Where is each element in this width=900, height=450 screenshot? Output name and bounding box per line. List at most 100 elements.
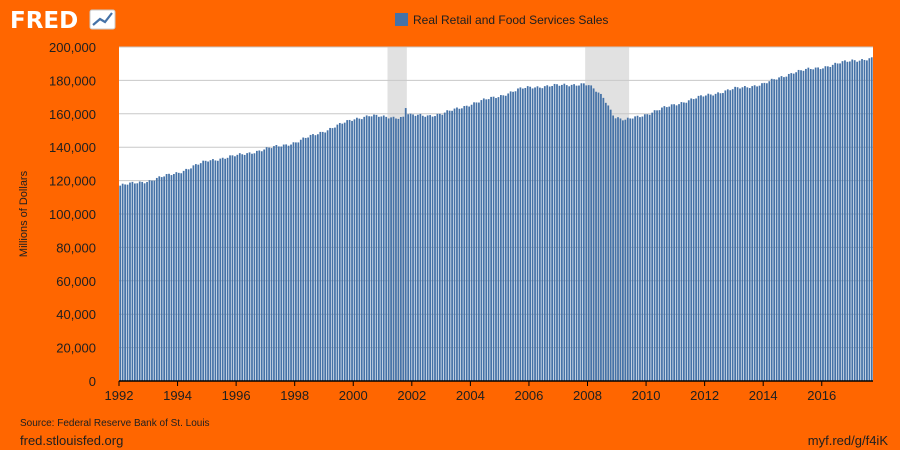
trend-chart-icon [89,9,116,30]
bar [775,79,778,381]
bar [453,108,456,381]
bar [590,85,593,381]
bar [680,102,683,381]
bar [500,95,502,382]
y-tick-label: 0 [89,374,96,389]
bar [548,86,551,381]
bar [460,108,463,381]
bar [451,110,453,382]
bar [541,88,544,382]
bar [519,87,522,382]
bar [148,180,151,381]
bar [319,131,322,381]
site-link[interactable]: fred.stlouisfed.org [20,433,123,448]
bar [336,124,339,382]
bar [263,149,266,381]
bar [573,84,575,382]
bar [604,102,607,381]
bar [492,96,495,381]
bar [704,95,707,381]
bar [160,177,163,381]
bar [439,113,441,382]
bar [585,85,588,382]
y-tick-label: 160,000 [49,107,96,122]
bar [692,99,695,381]
bar [717,92,719,381]
x-tick-label: 2004 [456,388,485,403]
bar [561,84,563,382]
bar [170,175,173,381]
bar [202,160,205,381]
bar [765,83,768,381]
x-tick-label: 1994 [163,388,192,403]
bar [819,69,822,381]
bar [568,86,571,381]
bar [602,97,605,382]
bar [177,172,180,381]
bar [273,146,275,381]
bar [353,119,356,381]
bar [334,127,336,381]
legend-swatch [395,13,408,26]
bar [790,73,793,382]
bar [685,102,688,382]
bar [683,102,685,381]
short-link[interactable]: myf.red/g/f4iK [808,433,889,448]
bar [851,59,854,381]
bar [314,135,317,381]
bar [756,86,758,381]
bar [805,68,807,382]
bar [363,116,366,382]
bar [297,142,300,381]
bar [770,78,773,381]
bar [773,79,776,381]
bar [258,150,261,381]
bar [424,116,427,381]
x-tick-label: 1992 [105,388,134,403]
bar [119,185,122,381]
bar [848,61,851,382]
bar [480,100,483,381]
bar [697,95,700,381]
bar [734,86,737,381]
bar [695,98,697,381]
bar [182,170,185,381]
bar [846,61,849,382]
y-axis-label: Millions of Dollars [18,170,30,257]
bar [495,98,497,381]
bar [341,123,344,381]
bar [607,105,610,382]
bar [707,93,710,382]
bar [724,90,727,381]
bar [751,86,754,382]
bar [665,107,668,382]
bar [624,119,627,382]
bar [287,145,290,381]
bar [856,61,859,381]
fred-logo[interactable]: FRED [10,8,116,34]
y-tick-label: 100,000 [49,207,96,222]
bar [597,92,600,382]
bar [709,94,712,382]
bar [663,106,666,382]
bar [517,88,519,381]
bar [209,160,212,381]
bar [226,157,229,381]
bar [395,118,397,382]
bar [534,87,536,382]
bar [546,85,549,381]
bar [358,118,361,382]
chart-legend: Real Retail and Food Services Sales [395,13,608,27]
bar [158,176,161,381]
bar [165,174,168,381]
bar [514,91,517,381]
bar [612,115,615,381]
bar [800,70,802,382]
bar [351,120,353,381]
bar [524,87,527,381]
bar [224,158,227,381]
bar [670,104,673,381]
bar [814,67,817,381]
bar [136,183,139,381]
y-tick-label: 20,000 [56,341,96,356]
